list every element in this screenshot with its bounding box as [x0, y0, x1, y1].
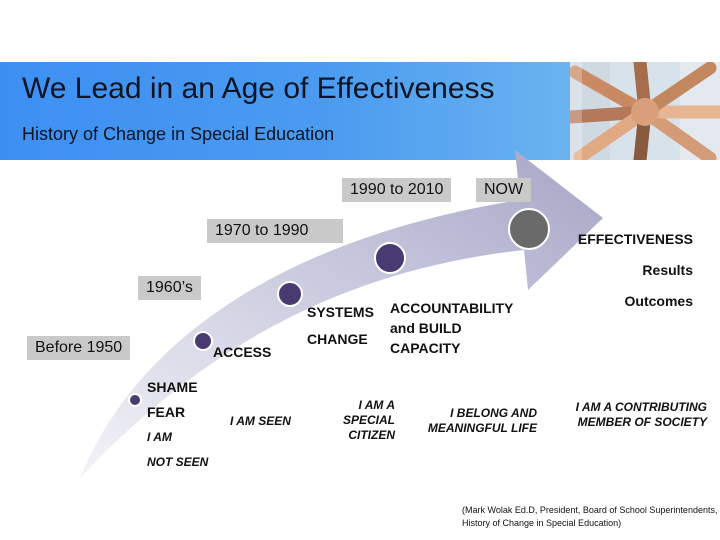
page-subtitle: History of Change in Special Education [22, 124, 335, 144]
statement-belong: I BELONG AND MEANINGFUL LIFE [428, 406, 537, 436]
statement-contributing-line1: I AM A CONTRIBUTING [575, 400, 707, 414]
era-1970-1990: 1970 to 1990 [207, 219, 343, 243]
stage-shame: SHAME FEAR I AM NOT SEEN [147, 375, 208, 475]
stage-systems-line2: CHANGE [307, 331, 368, 347]
source-credit: (Mark Wolak Ed.D, President, Board of Sc… [462, 504, 717, 530]
source-credit-line2: History of Change in Special Education) [462, 518, 622, 528]
statement-seen: I AM SEEN [230, 414, 291, 428]
node-access [193, 331, 213, 351]
era-1960s: 1960’s [138, 276, 201, 300]
stage-accountability-line1: ACCOUNTABILITY [390, 300, 514, 316]
stacked-hands-icon [570, 62, 720, 160]
era-before-1950: Before 1950 [27, 336, 131, 360]
stage-access: ACCESS [213, 344, 272, 360]
stacked-hands-photo [570, 62, 720, 160]
statement-special-line1: I AM A [358, 398, 395, 412]
statement-contributing-line2: MEMBER OF SOCIETY [577, 415, 707, 429]
source-credit-line1: (Mark Wolak Ed.D, President, Board of Sc… [462, 505, 718, 515]
stage-effectiveness-line1: EFFECTIVENESS [577, 231, 693, 247]
node-accountability [374, 242, 406, 274]
stage-accountability-line3: CAPACITY [390, 340, 461, 356]
stage-shame-line3: I AM [147, 430, 172, 444]
statement-contributing: I AM A CONTRIBUTING MEMBER OF SOCIETY [576, 400, 707, 430]
era-now: NOW [476, 178, 532, 202]
node-systems [277, 281, 303, 307]
statement-special-line2: SPECIAL [342, 413, 395, 427]
statement-special-line3: CITIZEN [348, 428, 395, 442]
page-title: We Lead in an Age of Effectiveness [22, 72, 495, 105]
stage-effectiveness-line2: Results [642, 262, 693, 278]
stage-shame-line2: FEAR [147, 404, 186, 420]
node-shame [128, 393, 142, 407]
node-effectiveness [508, 208, 550, 250]
stage-effectiveness-line3: Outcomes [624, 293, 693, 309]
stage-systems-line1: SYSTEMS [307, 304, 374, 320]
statement-special: I AM A SPECIAL CITIZEN [343, 398, 395, 443]
stage-shame-line4: NOT SEEN [147, 455, 209, 469]
stage-effectiveness: EFFECTIVENESS Results Outcomes [578, 224, 693, 317]
statement-belong-line2: MEANINGFUL LIFE [427, 421, 537, 435]
stage-accountability-line2: and BUILD [390, 320, 462, 336]
stage-shame-line1: SHAME [147, 379, 198, 395]
stage-systems: SYSTEMS CHANGE [307, 299, 374, 353]
stage-accountability: ACCOUNTABILITY and BUILD CAPACITY [390, 298, 513, 358]
statement-belong-line1: I BELONG AND [450, 406, 537, 420]
era-1990-2010: 1990 to 2010 [342, 178, 452, 202]
progress-arrow [80, 150, 603, 478]
